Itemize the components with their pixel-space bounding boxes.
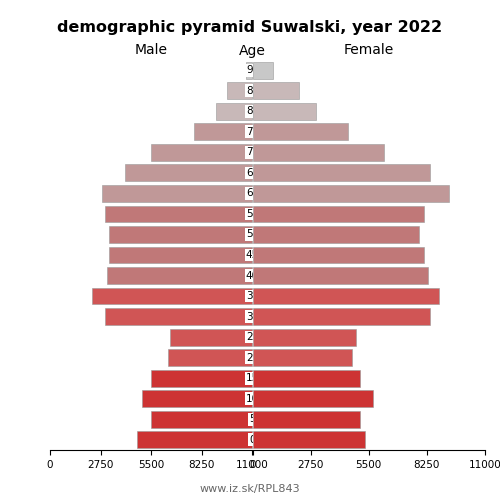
Title: Male: Male — [135, 44, 168, 58]
Bar — [252, 226, 420, 243]
Bar — [226, 82, 252, 99]
Bar — [142, 390, 252, 407]
Text: 25: 25 — [246, 332, 259, 342]
Bar — [105, 206, 253, 222]
Bar — [252, 370, 360, 386]
Bar — [109, 226, 253, 243]
Text: 90: 90 — [246, 66, 259, 76]
Bar — [252, 82, 299, 99]
Text: 60: 60 — [246, 188, 259, 198]
Bar — [216, 103, 252, 120]
Text: 75: 75 — [246, 127, 259, 137]
Bar — [102, 185, 252, 202]
Text: 5: 5 — [249, 414, 256, 424]
Bar — [126, 164, 252, 182]
Bar — [252, 124, 348, 140]
Text: 15: 15 — [246, 373, 259, 383]
Text: 30: 30 — [246, 312, 259, 322]
Text: 80: 80 — [246, 106, 259, 117]
Text: Age: Age — [239, 44, 266, 58]
Bar — [252, 144, 384, 161]
Text: 55: 55 — [246, 209, 259, 219]
Bar — [92, 288, 252, 304]
Bar — [151, 144, 252, 161]
Bar — [252, 411, 360, 428]
Text: 70: 70 — [246, 148, 259, 158]
Text: www.iz.sk/RPL843: www.iz.sk/RPL843 — [200, 484, 300, 494]
Bar — [252, 308, 430, 325]
Bar — [252, 103, 316, 120]
Text: 50: 50 — [246, 230, 259, 239]
Bar — [252, 206, 424, 222]
Bar — [252, 185, 449, 202]
Text: 35: 35 — [246, 291, 259, 301]
Bar — [246, 62, 252, 78]
Bar — [252, 349, 352, 366]
Bar — [151, 411, 252, 428]
Bar — [170, 328, 252, 345]
Text: 45: 45 — [246, 250, 259, 260]
Text: 20: 20 — [246, 352, 259, 362]
Text: 85: 85 — [246, 86, 259, 96]
Text: 65: 65 — [246, 168, 259, 178]
Bar — [252, 246, 424, 264]
Text: demographic pyramid Suwalski, year 2022: demographic pyramid Suwalski, year 2022 — [58, 20, 442, 35]
Bar — [136, 432, 252, 448]
Text: 0: 0 — [249, 434, 256, 444]
Bar — [252, 432, 364, 448]
Bar — [252, 390, 373, 407]
Bar — [252, 62, 272, 78]
Bar — [168, 349, 252, 366]
Bar — [107, 267, 253, 284]
Bar — [194, 124, 252, 140]
Bar — [105, 308, 253, 325]
Bar — [252, 164, 430, 182]
Bar — [252, 328, 356, 345]
Text: 40: 40 — [246, 270, 259, 280]
Bar — [252, 267, 428, 284]
Bar — [151, 370, 252, 386]
Bar — [109, 246, 253, 264]
Bar — [252, 288, 438, 304]
Title: Female: Female — [344, 44, 394, 58]
Text: 10: 10 — [246, 394, 259, 404]
